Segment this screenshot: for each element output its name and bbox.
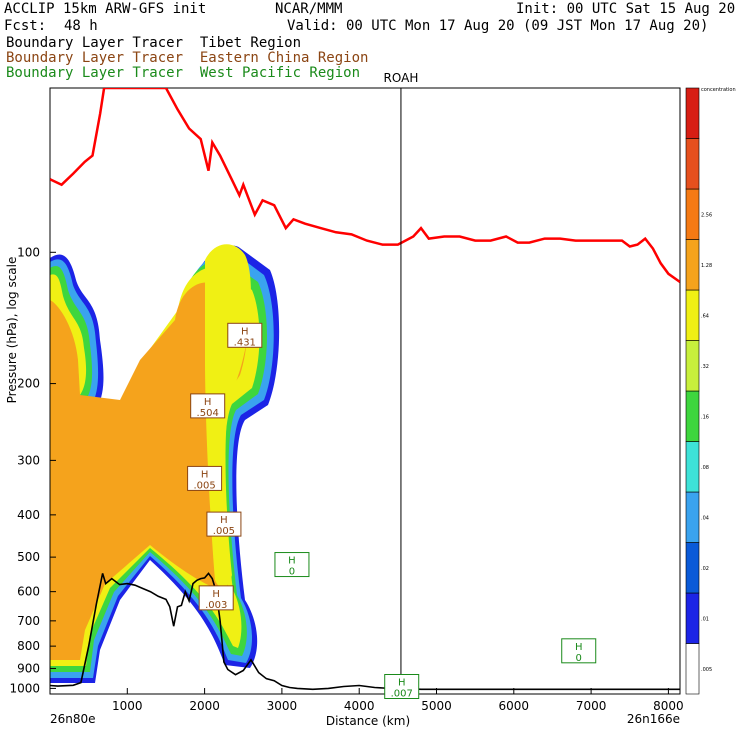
- high-label-box: [227, 322, 263, 348]
- high-label-box: [274, 552, 310, 578]
- high-label-box: [198, 585, 234, 611]
- high-label-h: H: [288, 556, 296, 567]
- title-center: NCAR/MMM: [275, 1, 343, 17]
- high-label-h: H: [204, 397, 212, 408]
- high-label-h: H: [398, 677, 406, 688]
- colorbar-label: .02: [701, 566, 709, 572]
- x-tick-label: 2000: [189, 699, 220, 713]
- legend-tibet: Boundary Layer Tracer Tibet Region: [6, 35, 302, 51]
- colorbar-swatch: [685, 643, 700, 695]
- colorbar-label: 1.28: [701, 263, 712, 269]
- legend-west-pacific: Boundary Layer Tracer West Pacific Regio…: [6, 65, 361, 81]
- colorbar-label: .32: [701, 364, 709, 370]
- high-label-value: .504: [197, 408, 219, 419]
- y-tick-label: 300: [17, 453, 40, 467]
- y-tick-label: 400: [17, 508, 40, 522]
- high-label-h: H: [220, 515, 228, 526]
- colorbar-swatch: [685, 188, 700, 240]
- high-label-value: 0: [576, 653, 582, 664]
- x-tick-label: 3000: [267, 699, 298, 713]
- y-tick-label: 600: [17, 585, 40, 599]
- high-label-box: [561, 638, 597, 664]
- high-label-box: [190, 393, 226, 419]
- high-label-box: [206, 511, 242, 537]
- colorbar-swatch: [685, 441, 700, 493]
- legend-east-china: Boundary Layer Tracer Eastern China Regi…: [6, 50, 369, 66]
- y-tick-label: 900: [17, 661, 40, 675]
- high-label-value: .005: [193, 480, 215, 491]
- terrain-line: [50, 572, 680, 691]
- title-left: ACCLIP 15km ARW-GFS init: [4, 1, 207, 17]
- y-tick-label: 700: [17, 614, 40, 628]
- high-label-h: H: [241, 326, 249, 337]
- colorbar-swatch: [685, 390, 700, 442]
- x-tick-label: 5000: [421, 699, 452, 713]
- colorbar-swatch: [685, 542, 700, 594]
- colorbar-label: concentration: [701, 87, 736, 93]
- colorbar-swatch: [685, 592, 700, 644]
- colorbar-swatch: [685, 239, 700, 291]
- colorbar-label: .01: [701, 616, 709, 622]
- x-tick-label: 7000: [576, 699, 607, 713]
- y-tick-label: 500: [17, 550, 40, 564]
- colorbar-swatch: [685, 491, 700, 543]
- x-tick-label: 6000: [499, 699, 530, 713]
- high-label-box: [187, 465, 223, 491]
- fcst-label: Fcst:: [4, 18, 47, 34]
- colorbar-swatch: [685, 340, 700, 392]
- colorbar-label: .005: [701, 667, 712, 673]
- high-label-value: .431: [234, 337, 256, 348]
- valid-time: Valid: 00 UTC Mon 17 Aug 20 (09 JST Mon …: [287, 18, 709, 34]
- y-axis-label: Pressure (hPa), log scale: [5, 257, 19, 404]
- high-label-box: [384, 673, 420, 699]
- colorbar: .005 .01 .02 .04 .08 .16 .32 .64 1.28 2.56 concent…: [685, 87, 736, 695]
- y-tick-label: 100: [17, 245, 40, 259]
- colorbar-label: .64: [701, 313, 709, 319]
- colorbar-swatch: [685, 138, 700, 190]
- high-label-value: 0: [289, 567, 295, 578]
- init-time: Init: 00 UTC Sat 15 Aug 20: [516, 1, 736, 17]
- high-label-value: .007: [391, 688, 413, 699]
- colorbar-swatch: [685, 87, 700, 139]
- x-end-label: 26n166e: [627, 712, 680, 726]
- colorbar-swatch: [685, 289, 700, 341]
- y-tick-label: 800: [17, 639, 40, 653]
- colorbar-label: .04: [701, 515, 709, 521]
- colorbar-label: .08: [701, 465, 709, 471]
- x-tick-label: 1000: [112, 699, 143, 713]
- high-label-value: .003: [205, 600, 227, 611]
- high-label-h: H: [201, 469, 209, 480]
- x-start-label: 26n80e: [50, 712, 96, 726]
- x-tick-label: 8000: [653, 699, 684, 713]
- high-label-h: H: [212, 589, 220, 600]
- high-label-h: H: [575, 642, 583, 653]
- y-tick-label: 200: [17, 377, 40, 391]
- roah-marker-label: ROAH: [384, 71, 419, 85]
- colorbar-label: 2.56: [701, 212, 712, 218]
- y-tick-label: 1000: [9, 681, 40, 695]
- tropopause-line: [50, 88, 680, 284]
- fcst-value: 48 h: [64, 18, 98, 34]
- colorbar-label: .16: [701, 414, 709, 420]
- high-label-value: .005: [213, 526, 235, 537]
- x-tick-label: 4000: [344, 699, 375, 713]
- x-axis-label: Distance (km): [326, 714, 410, 728]
- tracer-shading: [50, 244, 280, 684]
